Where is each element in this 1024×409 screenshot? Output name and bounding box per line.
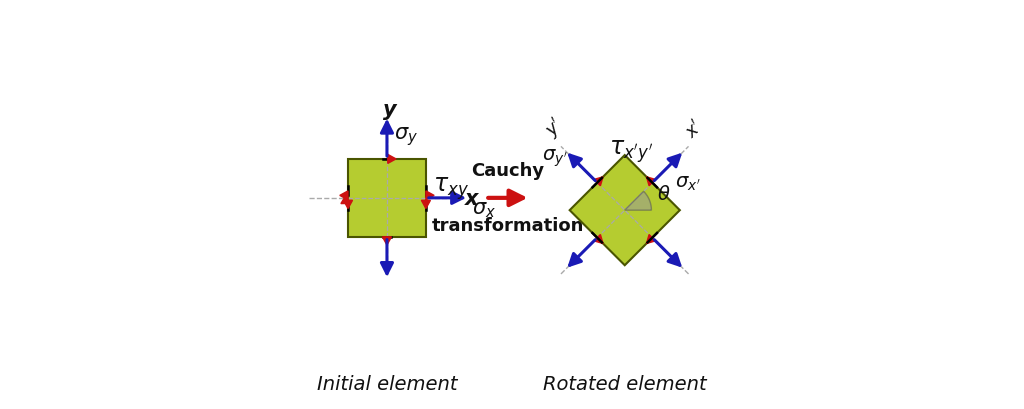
Text: $\tau_{x'y'}$: $\tau_{x'y'}$ [609, 138, 653, 165]
Polygon shape [594, 235, 603, 244]
Text: y: y [383, 100, 396, 120]
Text: transformation: transformation [432, 217, 584, 235]
Polygon shape [625, 192, 651, 211]
Text: $x'$: $x'$ [681, 116, 707, 142]
Polygon shape [382, 237, 391, 245]
Polygon shape [341, 196, 350, 204]
Polygon shape [646, 178, 655, 187]
Polygon shape [348, 160, 426, 237]
Text: $y'$: $y'$ [542, 113, 569, 142]
Text: $\sigma_{y'}$: $\sigma_{y'}$ [542, 148, 567, 169]
Polygon shape [569, 156, 680, 265]
Text: Rotated element: Rotated element [543, 374, 707, 393]
Polygon shape [343, 201, 352, 209]
Text: $\tau_{xy}$: $\tau_{xy}$ [433, 175, 469, 202]
Text: x: x [465, 189, 479, 208]
Polygon shape [340, 191, 348, 200]
Polygon shape [426, 191, 434, 200]
Text: $\sigma_x$: $\sigma_x$ [472, 200, 497, 220]
Polygon shape [594, 178, 603, 187]
Text: Cauchy: Cauchy [471, 162, 545, 180]
Polygon shape [625, 192, 651, 211]
Polygon shape [646, 235, 655, 244]
Text: $\sigma_{x'}$: $\sigma_{x'}$ [675, 174, 700, 193]
Polygon shape [422, 201, 430, 209]
Text: $\sigma_y$: $\sigma_y$ [394, 124, 419, 147]
Text: Initial element: Initial element [316, 374, 457, 393]
Polygon shape [388, 155, 396, 164]
Text: $\theta$: $\theta$ [657, 185, 671, 204]
